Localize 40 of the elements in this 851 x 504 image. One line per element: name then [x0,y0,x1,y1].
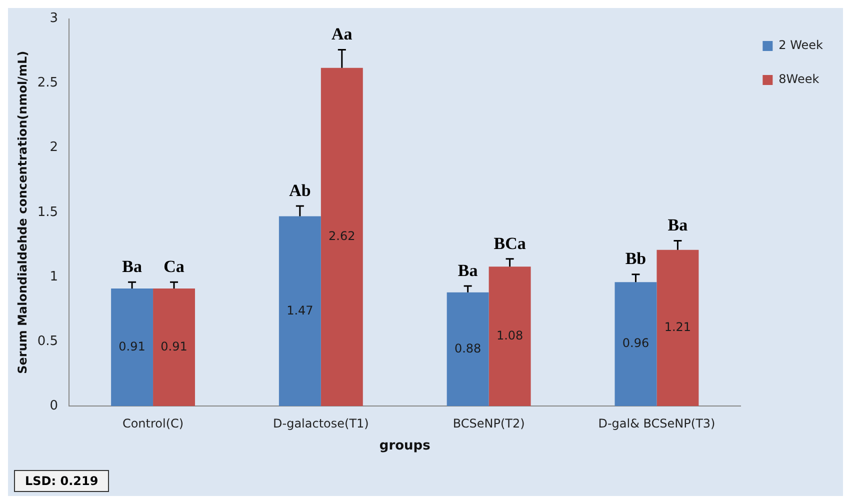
data-label: 0.88 [454,341,482,356]
text: LSD: 0.219 [14,470,110,492]
bar [278,216,321,406]
annotation: Ba [668,216,688,235]
annotation: Ba [122,256,142,276]
legend-label: 8Week [778,72,820,86]
y-tick-label: 2 [50,140,58,156]
data-label: 1.21 [664,320,692,334]
y-tick-label: 1.5 [37,204,58,220]
annotation: Aa [332,24,353,44]
y-tick-label: 1 [50,269,58,284]
y-tick-label: 0 [50,398,58,414]
data-label: 0.91 [160,339,188,354]
y-tick-label: 0.5 [37,334,58,349]
bar [488,266,531,406]
annotation: Bb [625,249,646,268]
bar [320,68,363,406]
bar [656,250,699,406]
y-tick-label: 3 [50,11,58,26]
bar [446,292,489,406]
data-label: 2.62 [328,229,356,244]
x-tick-label: D-gal& BCSeNP(T3) [598,416,716,430]
annotation: Ba [458,260,478,280]
data-label: 1.08 [496,328,524,342]
bar [111,288,154,406]
data-label: 0.91 [118,339,146,354]
legend-label: 2 Week [778,38,824,52]
data-label: 1.47 [286,303,314,318]
data-label: 0.96 [622,336,650,350]
bar [614,282,657,406]
x-axis-title: groups [379,438,431,454]
annotation: Ca [164,256,185,276]
x-tick-label: BCSeNP(T2) [452,416,525,430]
y-axis-title: Serum Malondialdehde concentration(nmol/mL) [15,50,30,374]
y-tick-label: 2.5 [37,76,58,91]
annotation: Ab [289,180,311,200]
bar [153,288,195,406]
x-tick-label: D-galactose(T1) [273,416,369,430]
x-tick-label: Control(C) [122,416,184,430]
annotation: BCa [494,234,526,253]
